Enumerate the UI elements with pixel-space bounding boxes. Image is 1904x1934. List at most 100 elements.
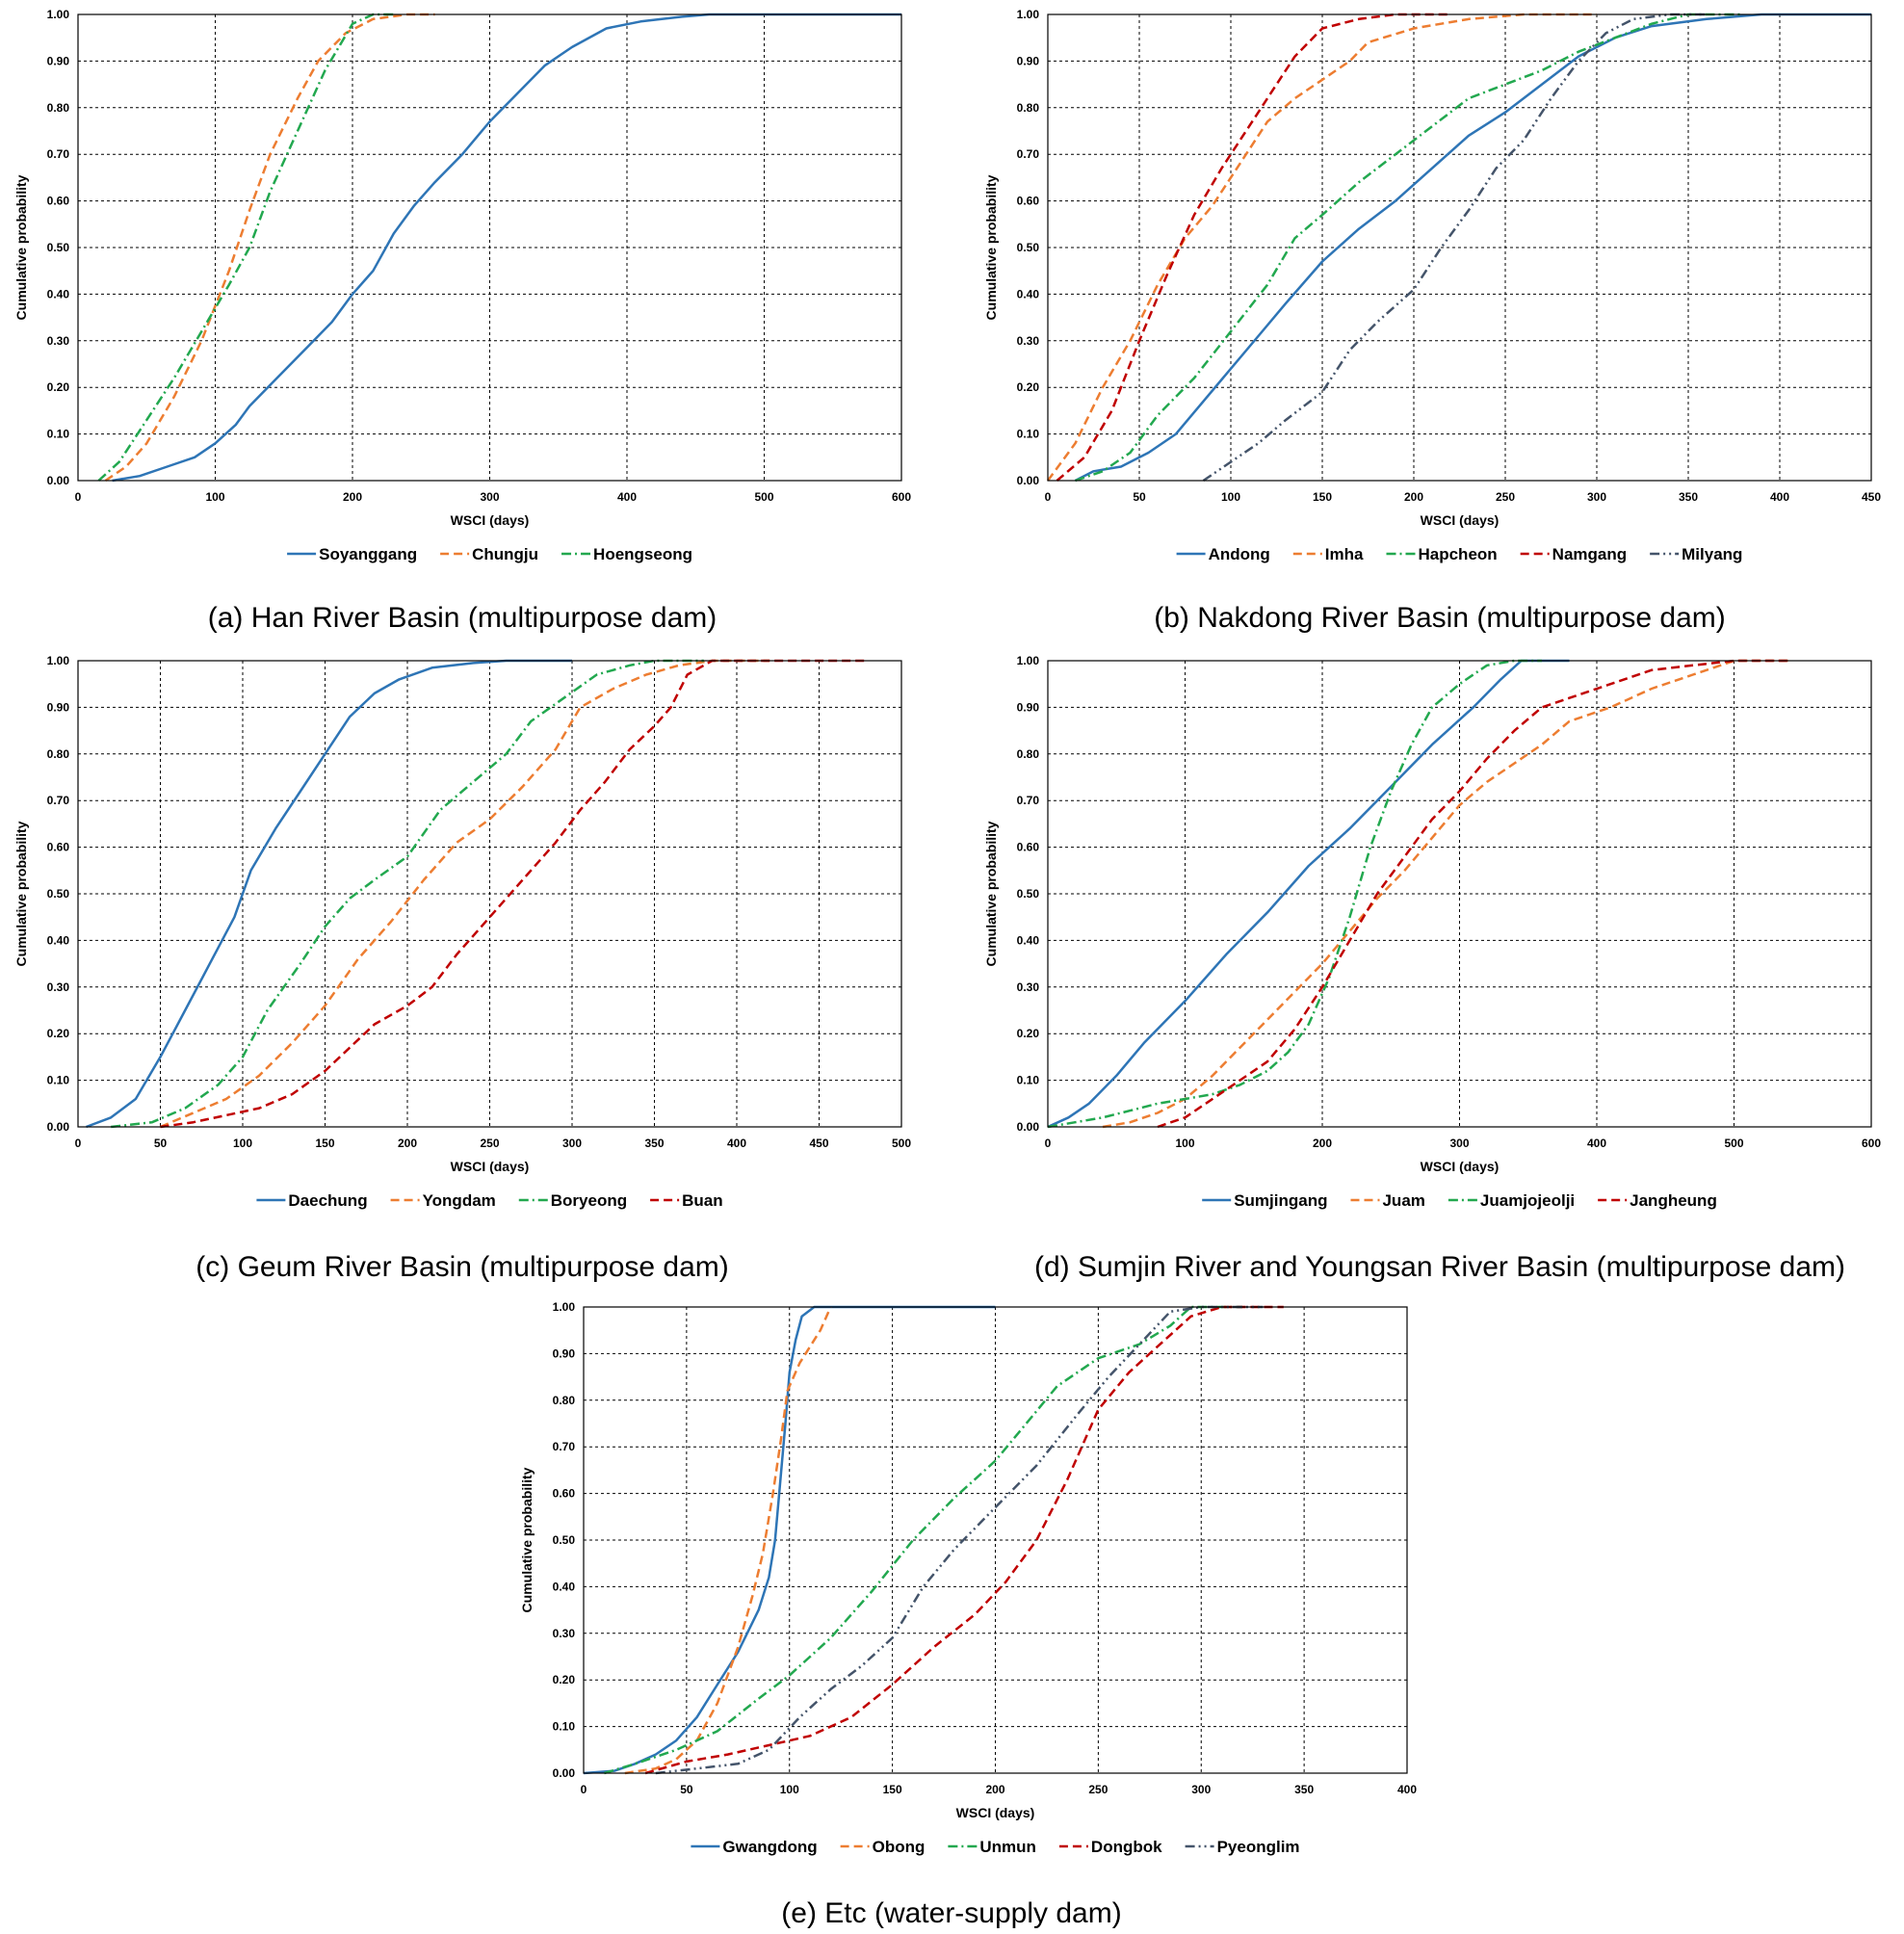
y-tick-label: 0.60 — [47, 841, 70, 854]
x-tick-label: 200 — [398, 1137, 417, 1150]
x-tick-label: 150 — [1313, 490, 1332, 504]
legend-label: Chungju — [472, 545, 538, 563]
legend-item-hoengseong: Hoengseong — [561, 545, 692, 563]
series-line-daechung — [86, 659, 572, 1129]
y-tick-label: 1.00 — [553, 1300, 576, 1314]
legend-label: Imha — [1325, 545, 1364, 563]
legend-item-buan: Buan — [650, 1191, 723, 1210]
y-tick-label: 0.80 — [1017, 101, 1040, 115]
x-tick-label: 600 — [892, 490, 911, 504]
legend-label: Soyanggang — [319, 545, 417, 563]
legend-item-dongbok: Dongbok — [1058, 1838, 1162, 1856]
series-line-hoengseong — [97, 13, 394, 482]
x-tick-label: 400 — [1770, 490, 1789, 504]
y-tick-label: 0.90 — [1017, 700, 1040, 714]
y-tick-label: 0.20 — [47, 1027, 70, 1040]
legend-item-boryeong: Boryeong — [518, 1191, 627, 1210]
legend-label: Sumjingang — [1234, 1191, 1327, 1210]
series-line-unmun — [604, 1305, 1242, 1775]
plot-border — [1047, 660, 1872, 1128]
x-axis-title: WSCI (days) — [1421, 512, 1500, 528]
y-axis-title: Cumulative probability — [13, 821, 29, 966]
legend-label: Pyeonglim — [1217, 1838, 1300, 1856]
y-tick-label: 1.00 — [1017, 654, 1040, 667]
x-tick-label: 150 — [315, 1137, 334, 1150]
x-tick-label: 500 — [754, 490, 773, 504]
x-axis-title: WSCI (days) — [451, 512, 530, 528]
y-axis-title: Cumulative probability — [519, 1467, 535, 1612]
y-tick-label: 0.90 — [1017, 54, 1040, 67]
legend-item-juam: Juam — [1350, 1191, 1425, 1210]
panel-e-etc-water-supply-chart: 0 50 100 150 200 250 300 350 400 0.00 0.10 0.20 0.30… — [519, 1300, 1417, 1856]
x-tick-label: 200 — [343, 490, 362, 504]
x-tick-label: 350 — [1679, 490, 1698, 504]
y-axis-title: Cumulative probability — [983, 821, 999, 966]
y-tick-label: 0.50 — [1017, 241, 1040, 254]
x-tick-label: 500 — [1724, 1137, 1743, 1150]
y-tick-label: 0.80 — [553, 1394, 576, 1407]
y-tick-label: 0.90 — [553, 1346, 576, 1360]
series-line-gwangdong — [583, 1305, 996, 1775]
series-line-jangheung — [1157, 659, 1789, 1129]
legend-label: Jangheung — [1630, 1191, 1717, 1210]
panel-d-sumjin-youngsan-river-chart: 0 100 200 300 400 500 600 0.00 0.10 0.20 0.30 0.40 0… — [983, 654, 1881, 1210]
x-axis-title: WSCI (days) — [956, 1805, 1035, 1820]
y-tick-label: 0.00 — [1017, 1120, 1040, 1134]
y-axis-title: Cumulative probability — [983, 174, 999, 320]
y-tick-label: 0.60 — [47, 195, 70, 208]
plot-border — [583, 1306, 1408, 1774]
series-line-juam — [1102, 659, 1789, 1129]
y-tick-label: 0.70 — [1017, 147, 1040, 161]
legend-label: Juam — [1382, 1191, 1424, 1210]
x-tick-label: 250 — [480, 1137, 499, 1150]
y-tick-label: 0.60 — [553, 1487, 576, 1501]
series-line-juamjojeolji — [1047, 659, 1542, 1129]
legend-item-andong: Andong — [1176, 545, 1270, 563]
x-tick-label: 300 — [1587, 490, 1606, 504]
x-tick-label: 400 — [617, 490, 637, 504]
x-tick-label: 50 — [1133, 490, 1146, 504]
x-tick-label: 400 — [1587, 1137, 1606, 1150]
y-tick-label: 0.30 — [47, 980, 70, 994]
plot-border — [1047, 13, 1872, 482]
x-tick-label: 0 — [1045, 490, 1052, 504]
y-tick-label: 0.00 — [47, 1120, 70, 1134]
legend-label: Dongbok — [1091, 1838, 1162, 1856]
legend-item-namgang: Namgang — [1520, 545, 1627, 563]
x-tick-label: 0 — [75, 1137, 82, 1150]
y-tick-label: 1.00 — [47, 654, 70, 667]
caption-d: (d) Sumjin River and Youngsan River Basi… — [1034, 1251, 1845, 1283]
x-tick-label: 300 — [562, 1137, 582, 1150]
y-tick-label: 0.10 — [47, 1074, 70, 1087]
x-tick-label: 350 — [1294, 1783, 1314, 1796]
series-line-pyeonglim — [655, 1305, 1264, 1775]
legend: Sumjingang Juam Juamjojeolji Jangheung — [1202, 1191, 1717, 1210]
x-tick-label: 150 — [883, 1783, 902, 1796]
legend-label: Buan — [682, 1191, 723, 1210]
series-line-dongbok — [644, 1305, 1284, 1775]
legend-label: Yongdam — [423, 1191, 496, 1210]
series-line-milyang — [1202, 13, 1707, 483]
legend-item-juamjojeolji: Juamjojeolji — [1448, 1191, 1575, 1210]
y-tick-label: 0.30 — [1017, 334, 1040, 348]
legend-item-yongdam: Yongdam — [390, 1191, 496, 1210]
legend-label: Andong — [1209, 545, 1270, 563]
x-tick-label: 0 — [581, 1783, 587, 1796]
legend-label: Hoengseong — [593, 545, 692, 563]
y-tick-label: 0.80 — [1017, 747, 1040, 761]
legend-item-daechung: Daechung — [256, 1191, 368, 1210]
y-tick-label: 0.90 — [47, 700, 70, 714]
x-tick-label: 250 — [1088, 1783, 1108, 1796]
y-tick-label: 0.10 — [47, 428, 70, 441]
y-tick-label: 0.10 — [1017, 1074, 1040, 1087]
caption-b: (b) Nakdong River Basin (multipurpose da… — [1154, 602, 1726, 634]
y-tick-label: 1.00 — [1017, 8, 1040, 21]
x-tick-label: 500 — [892, 1137, 911, 1150]
legend-item-imha: Imha — [1292, 545, 1364, 563]
legend-label: Namgang — [1552, 545, 1627, 563]
y-tick-label: 0.40 — [1017, 933, 1040, 947]
y-tick-label: 0.80 — [47, 747, 70, 761]
series-line-soyanggang — [112, 13, 901, 483]
y-tick-label: 0.00 — [553, 1766, 576, 1780]
y-tick-label: 0.20 — [1017, 380, 1040, 394]
